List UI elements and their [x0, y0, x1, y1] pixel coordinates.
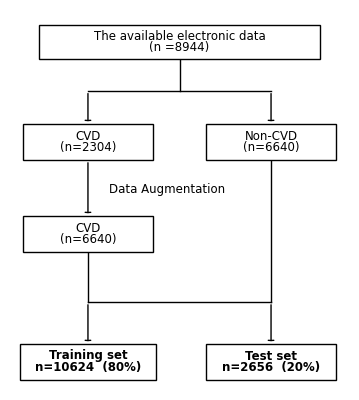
- Text: Training set: Training set: [48, 350, 127, 362]
- FancyBboxPatch shape: [206, 124, 336, 160]
- FancyBboxPatch shape: [23, 124, 153, 160]
- Text: (n=2304): (n=2304): [60, 142, 116, 154]
- FancyBboxPatch shape: [206, 344, 336, 380]
- Text: Non-CVD: Non-CVD: [244, 130, 298, 142]
- Text: Data Augmentation: Data Augmentation: [109, 183, 225, 196]
- FancyBboxPatch shape: [23, 216, 153, 252]
- Text: CVD: CVD: [75, 130, 101, 142]
- Text: (n=6640): (n=6640): [60, 234, 116, 246]
- FancyBboxPatch shape: [20, 344, 156, 380]
- Text: CVD: CVD: [75, 222, 101, 234]
- Text: (n=6640): (n=6640): [243, 142, 299, 154]
- Text: n=2656  (20%): n=2656 (20%): [222, 362, 320, 374]
- Text: (n =8944): (n =8944): [149, 42, 210, 54]
- Text: n=10624  (80%): n=10624 (80%): [35, 362, 141, 374]
- Text: The available electronic data: The available electronic data: [94, 30, 265, 42]
- FancyBboxPatch shape: [39, 25, 320, 59]
- Text: Test set: Test set: [245, 350, 297, 362]
